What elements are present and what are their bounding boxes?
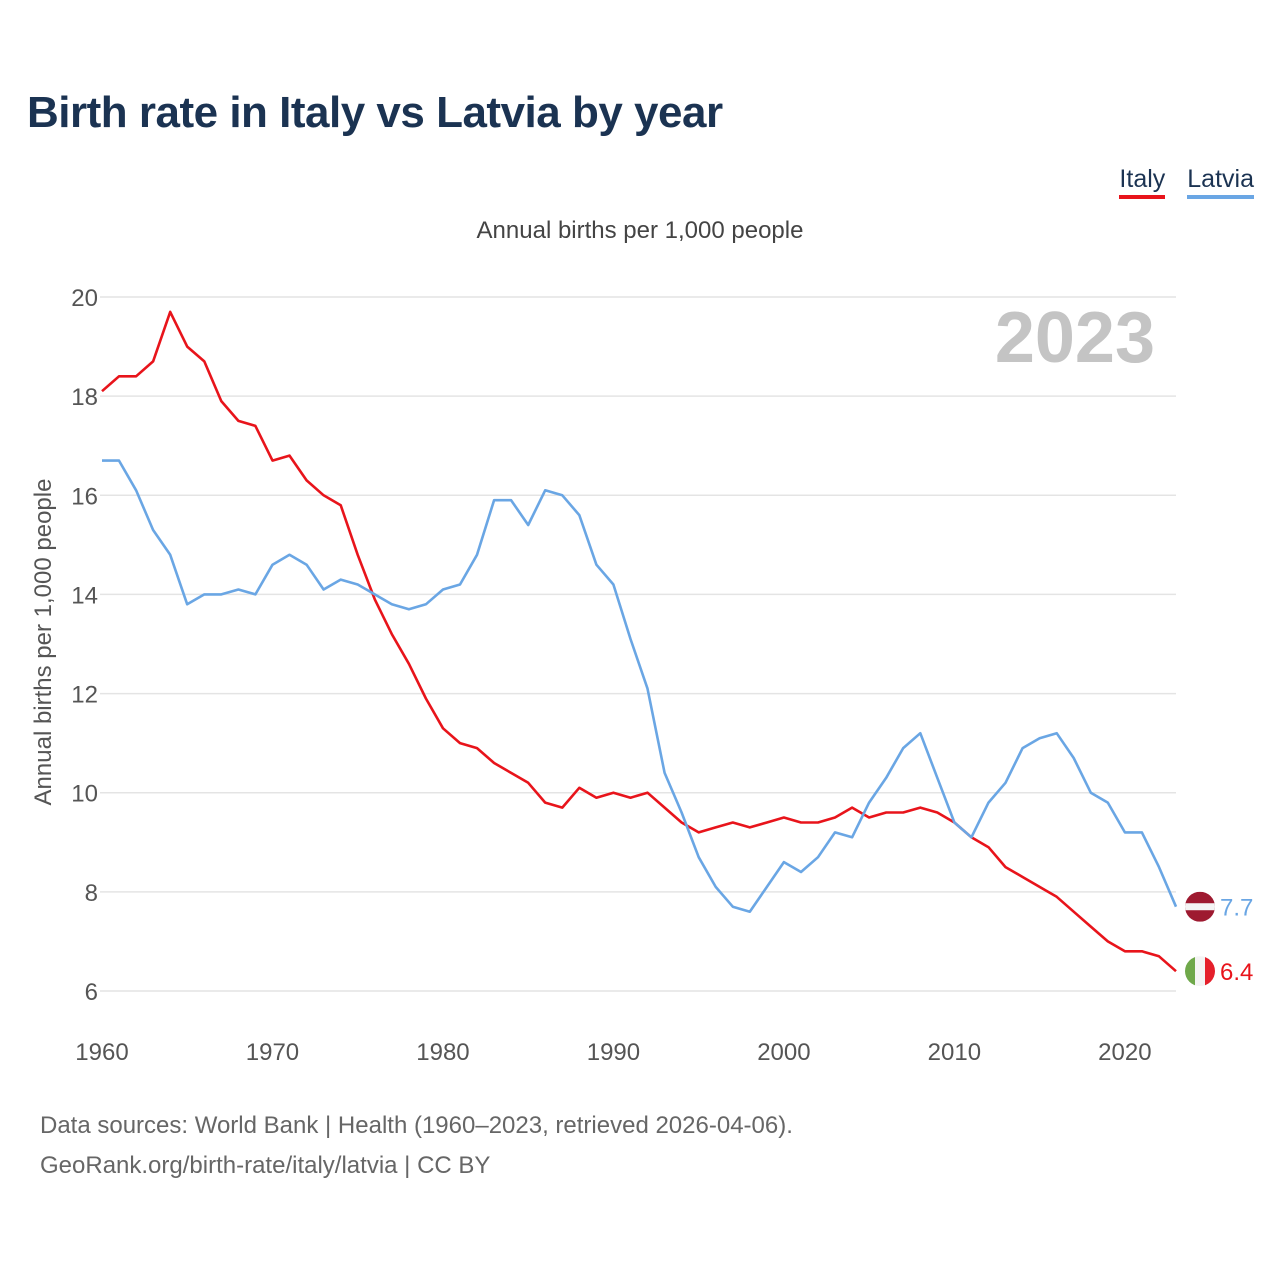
- x-tick-label: 1960: [75, 1039, 128, 1066]
- legend-item-italy[interactable]: Italy: [1119, 165, 1166, 199]
- x-tick-label: 1980: [416, 1039, 469, 1066]
- end-value-label-italy: 6.4: [1220, 959, 1253, 986]
- data-sources-note: Data sources: World Bank | Health (1960–…: [40, 1112, 793, 1139]
- end-markers: 6.4 7.7: [1185, 891, 1253, 987]
- italy-flag-icon: [1185, 956, 1215, 987]
- end-value-label-latvia: 7.7: [1220, 895, 1253, 922]
- x-tick-label: 1990: [587, 1039, 640, 1066]
- x-tick-label: 2000: [757, 1039, 810, 1066]
- x-axis-ticks: 1960 1970 1980 1990 2000 2010 2020: [75, 1039, 1151, 1066]
- y-tick-label: 18: [71, 384, 98, 411]
- year-watermark: 2023: [995, 298, 1155, 378]
- latvia-flag-icon: [1185, 891, 1215, 922]
- y-axis-ticks: 6 8 10 12 14 16 18 20: [71, 285, 98, 1006]
- series-line-italy[interactable]: [101, 310, 1177, 973]
- y-tick-label: 12: [71, 682, 98, 709]
- y-tick-label: 8: [85, 880, 98, 907]
- y-axis-label: Annual births per 1,000 people: [30, 479, 57, 806]
- y-tick-label: 10: [71, 781, 98, 808]
- series-line-latvia[interactable]: [102, 459, 1178, 914]
- y-tick-label: 14: [71, 582, 98, 609]
- credit-link[interactable]: GeoRank.org/birth-rate/italy/latvia | CC…: [40, 1152, 491, 1179]
- series-lines: [101, 310, 1178, 973]
- footer: Data sources: World Bank | Health (1960–…: [40, 1106, 793, 1186]
- y-tick-label: 20: [71, 285, 98, 312]
- x-tick-label: 2020: [1098, 1039, 1151, 1066]
- y-tick-label: 16: [71, 483, 98, 510]
- legend: Italy Latvia: [1119, 165, 1254, 199]
- chart-subtitle: Annual births per 1,000 people: [476, 217, 804, 244]
- legend-item-latvia[interactable]: Latvia: [1187, 165, 1254, 199]
- y-tick-label: 6: [85, 979, 98, 1006]
- x-tick-label: 2010: [928, 1039, 981, 1066]
- chart-title: Birth rate in Italy vs Latvia by year: [27, 88, 723, 137]
- gridlines: [100, 296, 1176, 992]
- x-tick-label: 1970: [246, 1039, 299, 1066]
